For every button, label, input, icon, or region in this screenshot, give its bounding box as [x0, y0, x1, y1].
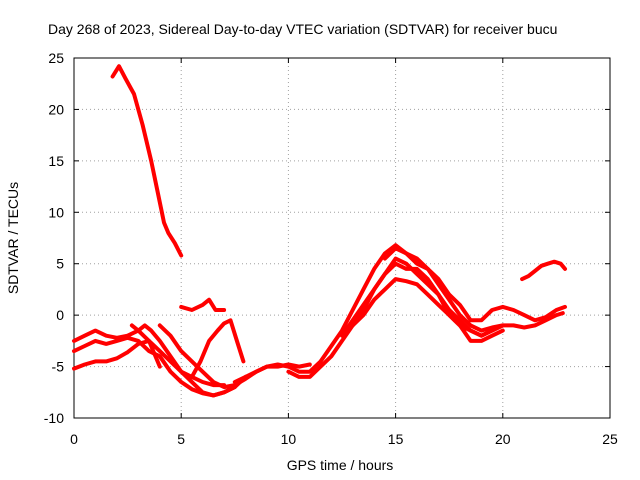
x-tick-label: 20 — [495, 431, 511, 447]
y-tick-label: 10 — [48, 204, 64, 220]
x-tick-label: 15 — [388, 431, 404, 447]
y-tick-label: 25 — [48, 50, 64, 66]
x-tick-label: 25 — [602, 431, 618, 447]
x-tick-label: 5 — [177, 431, 185, 447]
y-tick-label: 5 — [56, 256, 64, 272]
series-line-arc-13 — [382, 246, 567, 323]
y-tick-label: 0 — [56, 307, 64, 323]
chart-title: Day 268 of 2023, Sidereal Day-to-day VTE… — [48, 21, 557, 37]
x-axis-label: GPS time / hours — [287, 457, 394, 473]
series-line-arc-5 — [129, 323, 227, 388]
y-axis-label: SDTVAR / TECUs — [5, 182, 21, 294]
y-tick-label: 15 — [48, 153, 64, 169]
series-line-arc-12 — [350, 277, 505, 338]
series-line-arc-8 — [189, 318, 246, 379]
x-tick-label: 0 — [70, 431, 78, 447]
y-axis: -10 -5 0 5 10 15 20 25 — [44, 50, 610, 426]
x-tick-label: 10 — [281, 431, 297, 447]
y-tick-label: -10 — [44, 410, 64, 426]
series-group — [72, 64, 567, 398]
series-line-arc-11 — [340, 261, 505, 343]
y-tick-label: -5 — [52, 359, 65, 375]
series-line-arc-1 — [110, 64, 184, 258]
x-axis: 0 5 10 15 20 25 — [70, 58, 618, 447]
plot-frame — [73, 57, 611, 419]
grid — [74, 58, 610, 418]
y-tick-label: 20 — [48, 101, 64, 117]
series-line-arc-14 — [520, 259, 567, 282]
series-line-arc-4 — [72, 338, 162, 371]
series-line-arc-7 — [179, 297, 227, 312]
